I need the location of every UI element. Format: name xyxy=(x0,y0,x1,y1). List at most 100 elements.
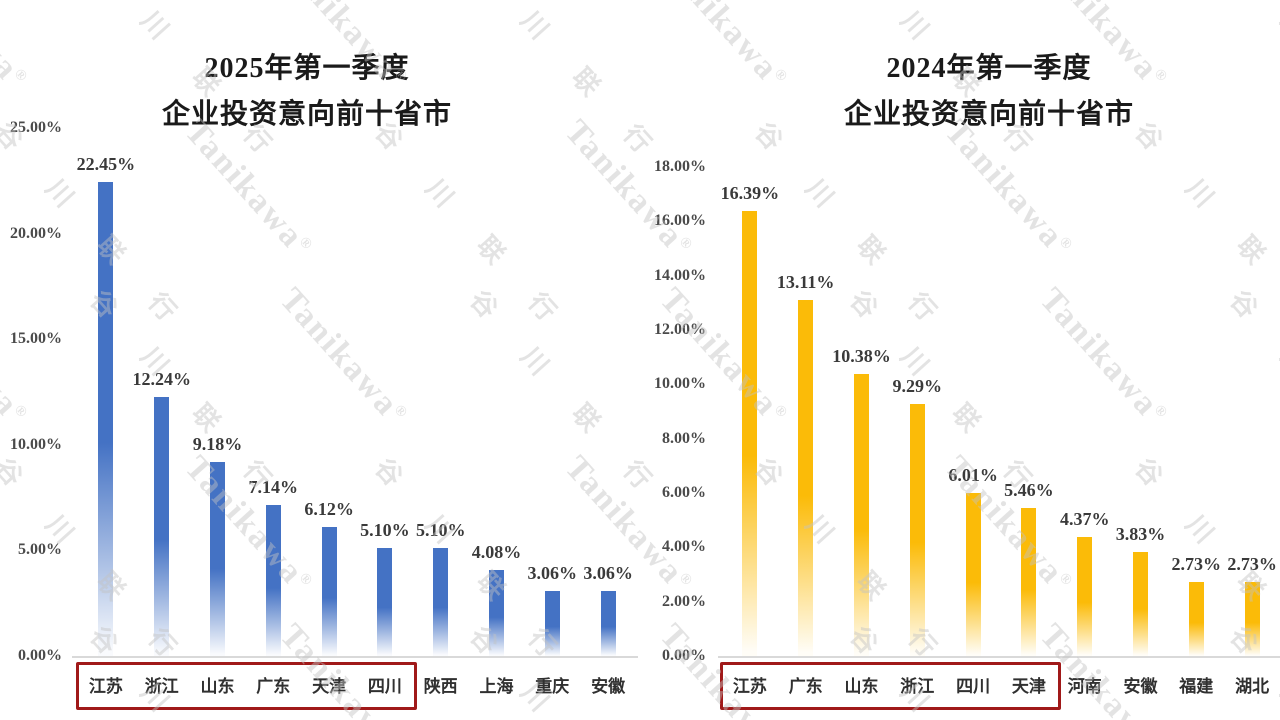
bar-上海 xyxy=(489,569,504,656)
value-label-重庆: 3.06% xyxy=(527,563,578,584)
y-axis-tick-label: 25.00% xyxy=(10,119,62,136)
registered-mark: ® xyxy=(390,401,411,421)
registered-mark: ® xyxy=(770,65,791,85)
y-axis-tick-label: 5.00% xyxy=(18,541,62,559)
y-axis-tick-label: 6.00% xyxy=(662,484,706,501)
y-axis-tick-label: 0.00% xyxy=(18,647,62,664)
value-label-四川: 5.10% xyxy=(360,520,410,541)
value-label-上海: 4.08% xyxy=(471,541,522,562)
value-label-江苏: 22.45% xyxy=(76,153,136,174)
watermark-tanikawa: Tanikawa® xyxy=(272,281,411,424)
x-axis-label-安徽: 安徽 xyxy=(1123,677,1158,696)
registered-mark: ® xyxy=(1150,401,1171,421)
x-axis-line xyxy=(72,656,638,658)
value-label-天津: 6.12% xyxy=(304,498,354,519)
y-axis-tick-label: 15.00% xyxy=(10,330,62,348)
value-label-湖北: 2.73% xyxy=(1227,553,1277,574)
watermark-guchuan-lianxing: 谷 川 联 行 xyxy=(843,0,1052,175)
bar-四川 xyxy=(377,548,393,656)
value-label-山东: 10.38% xyxy=(832,346,891,366)
chart-title-line1: 2024年第一季度 xyxy=(886,53,1092,84)
registered-mark: ® xyxy=(295,233,316,253)
x-axis-label-浙江: 浙江 xyxy=(900,677,935,696)
bar-山东 xyxy=(854,374,869,656)
value-label-天津: 5.46% xyxy=(1004,479,1054,500)
y-axis-tick-label: 10.00% xyxy=(654,375,706,393)
registered-mark: ® xyxy=(10,65,31,85)
top-6-highlight-box xyxy=(76,662,417,710)
watermark-guchuan-lianxing: 谷 川 联 行 xyxy=(368,117,577,343)
bar-天津 xyxy=(321,526,337,656)
registered-mark: ® xyxy=(1150,65,1171,85)
watermark-guchuan-lianxing: 谷 川 联 行 xyxy=(1223,285,1280,511)
registered-mark: ® xyxy=(675,569,696,589)
chart-title-line2: 企业投资意向前十省市 xyxy=(843,99,1135,130)
x-axis-line xyxy=(718,656,1280,658)
watermark-guchuan-lianxing: 谷 川 联 行 xyxy=(748,117,957,343)
chart-title-line2: 企业投资意向前十省市 xyxy=(161,99,453,130)
y-axis-tick-label: 14.00% xyxy=(654,266,706,284)
registered-mark: ® xyxy=(675,233,696,253)
y-axis-tick-label: 0.00% xyxy=(662,647,706,664)
watermark-tanikawa: Tanikawa® xyxy=(652,0,791,88)
y-axis-tick-label: 12.00% xyxy=(654,321,706,338)
registered-mark: ® xyxy=(770,401,791,421)
bar-安徽 xyxy=(1133,551,1148,656)
watermark-tanikawa: Tanikawa® xyxy=(0,617,26,720)
watermark-tanikawa: Tanikawa® xyxy=(557,113,696,256)
value-label-四川: 6.01% xyxy=(948,464,998,485)
x-axis-label-浙江: 浙江 xyxy=(144,677,179,696)
value-label-陕西: 5.10% xyxy=(415,520,466,541)
bar-江苏 xyxy=(98,181,114,656)
chart-title-line1: 2025年第一季度 xyxy=(204,53,410,84)
value-label-广东: 7.14% xyxy=(248,477,299,498)
registered-mark: ® xyxy=(295,569,316,589)
bar-天津 xyxy=(1021,507,1037,656)
x-axis-label-广东: 广东 xyxy=(788,677,823,696)
registered-mark: ® xyxy=(1055,569,1076,589)
x-axis-label-湖北: 湖北 xyxy=(1235,677,1270,696)
value-label-山东: 9.18% xyxy=(192,434,243,455)
x-axis-label-山东: 山东 xyxy=(844,677,879,696)
x-axis-label-四川: 四川 xyxy=(367,677,402,696)
value-label-广东: 13.11% xyxy=(776,271,835,292)
value-label-福建: 2.73% xyxy=(1171,553,1222,574)
x-axis-label-安徽: 安徽 xyxy=(591,677,626,696)
watermark-tanikawa: Tanikawa® xyxy=(0,0,31,88)
bar-安徽 xyxy=(600,591,616,656)
bar-浙江 xyxy=(909,403,925,656)
y-axis-tick-label: 20.00% xyxy=(10,224,62,242)
x-axis-label-天津: 天津 xyxy=(312,677,347,696)
watermark-tanikawa: Tanikawa® xyxy=(937,113,1076,256)
y-axis-tick-label: 4.00% xyxy=(662,538,706,556)
registered-mark: ® xyxy=(1055,233,1076,253)
top-6-highlight-box xyxy=(720,662,1061,710)
watermark-tanikawa: Tanikawa® xyxy=(652,281,791,424)
x-axis-label-江苏: 江苏 xyxy=(88,677,123,696)
watermark-guchuan-lianxing: 谷 川 联 行 xyxy=(463,285,672,511)
bar-浙江 xyxy=(154,397,170,656)
bar-广东 xyxy=(798,299,814,656)
bar-重庆 xyxy=(544,591,560,656)
y-axis-tick-label: 10.00% xyxy=(10,435,62,453)
bar-山东 xyxy=(210,462,225,656)
watermark-tanikawa: Tanikawa® xyxy=(1032,281,1171,424)
value-label-浙江: 12.24% xyxy=(132,369,191,390)
watermark-tanikawa: Tanikawa® xyxy=(0,281,31,424)
x-axis-label-江苏: 江苏 xyxy=(732,677,767,696)
y-axis-tick-label: 8.00% xyxy=(662,429,706,447)
value-label-安徽: 3.06% xyxy=(583,563,633,584)
y-axis-tick-label: 2.00% xyxy=(662,592,706,610)
bar-福建 xyxy=(1188,581,1204,656)
watermark-guchuan-lianxing: 谷 川 联 行 xyxy=(83,0,292,175)
x-axis-label-重庆: 重庆 xyxy=(535,677,570,696)
value-label-江苏: 16.39% xyxy=(720,182,780,203)
value-label-安徽: 3.83% xyxy=(1115,523,1166,544)
x-axis-label-上海: 上海 xyxy=(479,677,514,696)
watermark-guchuan-lianxing: 谷 川 联 行 xyxy=(463,0,672,175)
bar-湖北 xyxy=(1244,581,1260,656)
bar-河南 xyxy=(1077,537,1093,656)
x-axis-label-四川: 四川 xyxy=(956,677,991,696)
watermark-tanikawa: Tanikawa® xyxy=(177,449,316,592)
